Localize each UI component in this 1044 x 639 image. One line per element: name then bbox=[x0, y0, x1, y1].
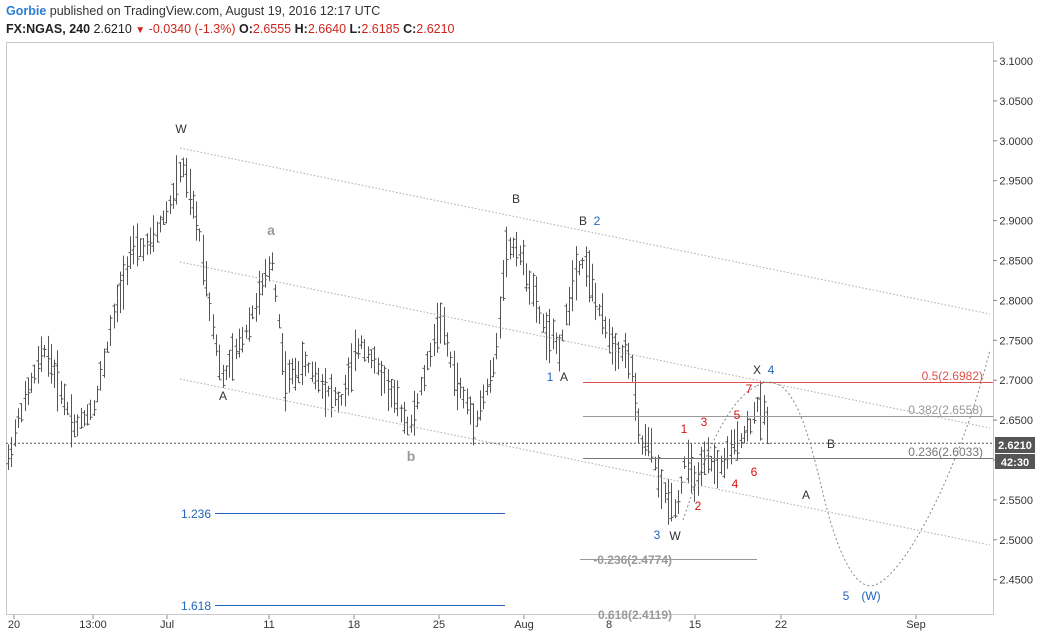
published-text: published on TradingView.com, August 19,… bbox=[46, 4, 381, 18]
y-tick-label: 3.0500 bbox=[999, 96, 1033, 108]
x-tick-label: Jul bbox=[160, 619, 174, 631]
high-value: 2.6640 bbox=[307, 22, 347, 36]
wave-label: 1 bbox=[681, 422, 688, 436]
fib-level-label: 0.618(2.4119) bbox=[598, 608, 672, 622]
x-tick-label: Sep bbox=[906, 619, 926, 631]
wave-label: 5 bbox=[734, 408, 741, 422]
y-tick-label: 2.9000 bbox=[999, 216, 1033, 228]
channel-line[interactable] bbox=[179, 378, 991, 546]
high-label: H: bbox=[294, 22, 308, 36]
fib-level-label: 1.236 bbox=[181, 507, 211, 521]
low-value: 2.6185 bbox=[361, 22, 400, 36]
close-label: C: bbox=[403, 22, 417, 36]
projection-curve[interactable] bbox=[756, 349, 991, 587]
wave-label: 7 bbox=[746, 382, 753, 396]
wave-label: X bbox=[753, 363, 761, 377]
fib-level-label: 0.236(2.6033) bbox=[908, 445, 983, 459]
wave-label: b bbox=[407, 448, 416, 464]
wave-label: a bbox=[267, 222, 275, 238]
x-tick-label: 25 bbox=[433, 619, 445, 631]
fib-level-label: 1.618 bbox=[181, 599, 211, 613]
y-tick-label: 2.5500 bbox=[999, 495, 1033, 507]
wave-label: B bbox=[512, 192, 520, 206]
fib-level-label: 0.382(2.6558) bbox=[908, 403, 983, 417]
x-tick-label: 22 bbox=[775, 619, 787, 631]
wave-label: 5 bbox=[843, 589, 850, 603]
wave-label: A bbox=[219, 389, 227, 403]
chart-header: Gorbie published on TradingView.com, Aug… bbox=[0, 0, 1044, 40]
wave-label: W bbox=[175, 122, 187, 136]
wave-label: 6 bbox=[751, 465, 758, 479]
y-tick-label: 2.8500 bbox=[999, 256, 1033, 268]
wave-label: 3 bbox=[701, 415, 708, 429]
countdown-badge bbox=[995, 454, 1035, 469]
price-axis[interactable]: 3.1000 3.0500 3.0000 2.9500 2.9000 2.8500 2.80… bbox=[993, 56, 1033, 587]
y-tick-label: 2.4500 bbox=[999, 575, 1033, 587]
time-axis[interactable]: 20 13:00 Jul 11 18 25 Aug 8 15 22 Sep bbox=[8, 615, 926, 631]
last-price: 2.6210 bbox=[93, 22, 132, 36]
current-price-badge bbox=[995, 437, 1035, 453]
wave-label: (W) bbox=[861, 589, 880, 603]
y-tick-label: 2.7000 bbox=[999, 375, 1033, 387]
close-value: 2.6210 bbox=[416, 22, 455, 36]
x-tick-label: 18 bbox=[348, 619, 360, 631]
fib-level-label: -0.236(2.4774) bbox=[593, 553, 672, 567]
wave-label: 2 bbox=[594, 214, 601, 228]
y-tick-label: 3.0000 bbox=[999, 136, 1033, 148]
projection-arc[interactable] bbox=[682, 385, 758, 521]
publish-line: Gorbie published on TradingView.com, Aug… bbox=[6, 4, 380, 18]
drawings-layer: 0.5(2.6982) 0.382(2.6558) 0.236(2.6033) -0.… bbox=[6, 122, 993, 622]
wave-label: 4 bbox=[768, 363, 775, 377]
symbol-line: FX:NGAS, 240 2.6210 ▼ -0.0340 (-1.3%) O:… bbox=[6, 22, 455, 36]
wave-label: W bbox=[669, 529, 681, 543]
wave-label: 4 bbox=[732, 477, 739, 491]
wave-label: A bbox=[560, 370, 568, 384]
countdown-badge-text: 42:30 bbox=[1001, 457, 1029, 469]
author-link[interactable]: Gorbie bbox=[6, 4, 47, 18]
current-price-badge-text: 2.6210 bbox=[998, 440, 1032, 452]
channel-line[interactable] bbox=[179, 261, 991, 429]
wave-label: B bbox=[827, 437, 835, 451]
symbol-label[interactable]: FX:NGAS, 240 bbox=[6, 22, 91, 36]
x-tick-label: 15 bbox=[689, 619, 701, 631]
y-tick-label: 3.1000 bbox=[999, 56, 1033, 68]
x-tick-label: 13:00 bbox=[79, 619, 107, 631]
low-label: L: bbox=[349, 22, 362, 36]
y-tick-label: 2.7500 bbox=[999, 335, 1033, 347]
wave-label: B bbox=[579, 214, 587, 228]
wave-label: 3 bbox=[654, 528, 661, 542]
price-change: -0.0340 (-1.3%) bbox=[148, 22, 236, 36]
x-tick-label: 20 bbox=[8, 619, 20, 631]
fib-level-label: 0.5(2.6982) bbox=[922, 369, 983, 383]
down-arrow-icon: ▼ bbox=[135, 25, 146, 36]
open-label: O: bbox=[239, 22, 253, 36]
x-tick-label: 11 bbox=[263, 619, 274, 631]
ohlc-bars bbox=[6, 155, 770, 525]
x-tick-label: 8 bbox=[606, 619, 612, 631]
y-tick-label: 2.8000 bbox=[999, 295, 1033, 307]
y-tick-label: 2.5000 bbox=[999, 535, 1033, 547]
wave-label: 2 bbox=[695, 499, 702, 513]
channel-line[interactable] bbox=[179, 147, 991, 315]
x-tick-label: Aug bbox=[514, 619, 534, 631]
wave-label: A bbox=[802, 488, 810, 502]
y-tick-label: 2.6500 bbox=[999, 415, 1033, 427]
wave-label: 1 bbox=[547, 370, 554, 384]
open-value: 2.6555 bbox=[252, 22, 292, 36]
y-tick-label: 2.9500 bbox=[999, 176, 1033, 188]
